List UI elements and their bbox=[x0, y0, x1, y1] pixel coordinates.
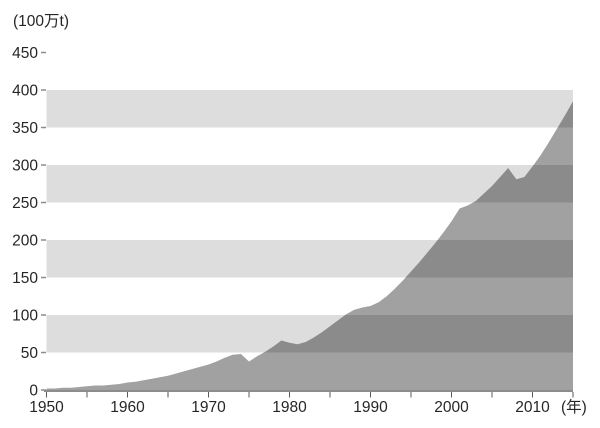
y-tick-label: 150 bbox=[12, 270, 38, 287]
x-tick-label: 2010 bbox=[515, 399, 550, 416]
area-series-layer bbox=[46, 101, 573, 391]
y-tick-label: 350 bbox=[12, 120, 38, 137]
plot-band bbox=[46, 165, 573, 203]
y-tick-label: 300 bbox=[12, 158, 38, 175]
y-tick-label: 0 bbox=[29, 383, 38, 400]
y-axis-unit-label: (100万t) bbox=[13, 13, 69, 30]
tick-label-layer: 0 50 100 150 200 250 300 350 400 450 1950 1960 1970 1… bbox=[12, 45, 550, 416]
plot-band bbox=[46, 315, 573, 353]
x-tick-label: 1980 bbox=[272, 399, 307, 416]
x-axis-unit-label: (年) bbox=[561, 398, 587, 416]
axis-layer bbox=[41, 51, 574, 398]
y-tick-label: 400 bbox=[12, 83, 38, 100]
y-tick-label: 100 bbox=[12, 308, 38, 325]
y-tick-label: 250 bbox=[12, 195, 38, 212]
plot-band bbox=[46, 90, 573, 128]
x-tick-label: 1950 bbox=[29, 399, 64, 416]
plot-band-layer bbox=[46, 90, 573, 353]
plot-band bbox=[46, 240, 573, 278]
x-tick-label: 1990 bbox=[353, 399, 388, 416]
area-series bbox=[46, 101, 573, 391]
y-tick-label: 450 bbox=[12, 45, 38, 62]
x-tick-label: 1960 bbox=[110, 399, 145, 416]
x-tick-label: 1970 bbox=[191, 399, 226, 416]
y-tick-label: 50 bbox=[21, 345, 39, 362]
y-tick-label: 200 bbox=[12, 233, 38, 250]
x-tick-label: 2000 bbox=[434, 399, 469, 416]
